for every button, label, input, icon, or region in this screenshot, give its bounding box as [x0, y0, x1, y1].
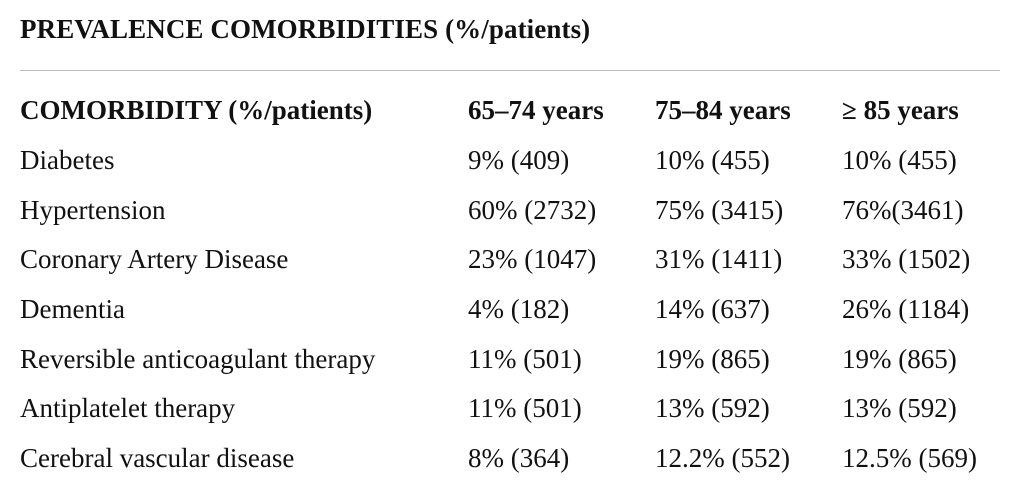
table-row: Coronary Artery Disease 23% (1047) 31% (… — [20, 235, 1000, 285]
table-cell: 13% (592) — [655, 393, 770, 424]
table-cell: 12.5% (569) — [842, 443, 977, 474]
table-row: Hypertension 60% (2732) 75% (3415) 76%(3… — [20, 185, 1000, 235]
row-label: Reversible anticoagulant therapy — [20, 343, 376, 374]
column-header-75-84: 75–84 years — [655, 95, 791, 126]
table-cell: 60% (2732) — [468, 194, 597, 225]
table-row: Dementia 4% (182) 14% (637) 26% (1184) — [20, 285, 1000, 335]
table-cell: 23% (1047) — [468, 244, 597, 275]
table-cell: 11% (501) — [468, 393, 582, 424]
comorbidity-table: COMORBIDITY (%/patients) 65–74 years 75–… — [20, 86, 1000, 484]
column-header-65-74: 65–74 years — [468, 95, 604, 126]
row-label: Diabetes — [20, 145, 115, 176]
table-cell: 14% (637) — [655, 294, 770, 325]
table-row: Cerebral vascular disease 8% (364) 12.2%… — [20, 434, 1000, 484]
table-cell: 19% (865) — [655, 343, 770, 374]
table-cell: 4% (182) — [468, 294, 570, 325]
table-cell: 26% (1184) — [842, 294, 970, 325]
table-cell: 75% (3415) — [655, 194, 784, 225]
table-row: Diabetes 9% (409) 10% (455) 10% (455) — [20, 136, 1000, 186]
table-cell: 31% (1411) — [655, 244, 783, 275]
row-label: Antiplatelet therapy — [20, 393, 236, 424]
row-label: Coronary Artery Disease — [20, 244, 289, 275]
table-cell: 12.2% (552) — [655, 443, 790, 474]
table-cell: 33% (1502) — [842, 244, 971, 275]
header-row: COMORBIDITY (%/patients) 65–74 years 75–… — [20, 86, 1000, 136]
table-row: Antiplatelet therapy 11% (501) 13% (592)… — [20, 384, 1000, 434]
table-cell: 19% (865) — [842, 343, 957, 374]
table-cell: 10% (455) — [842, 145, 957, 176]
row-label: Hypertension — [20, 194, 166, 225]
column-header-comorbidity: COMORBIDITY (%/patients) — [20, 95, 373, 126]
table-cell: 76%(3461) — [842, 194, 964, 225]
column-header-85-plus: ≥ 85 years — [842, 95, 959, 126]
table-cell: 9% (409) — [468, 145, 570, 176]
table-row: Reversible anticoagulant therapy 11% (50… — [20, 334, 1000, 384]
table-cell: 13% (592) — [842, 393, 957, 424]
row-label: Dementia — [20, 294, 125, 325]
table-cell: 11% (501) — [468, 343, 582, 374]
table-cell: 10% (455) — [655, 145, 770, 176]
title-divider — [20, 70, 1000, 71]
table-cell: 8% (364) — [468, 443, 570, 474]
row-label: Cerebral vascular disease — [20, 443, 295, 474]
table-title: PREVALENCE COMORBIDITIES (%/patients) — [20, 14, 591, 44]
